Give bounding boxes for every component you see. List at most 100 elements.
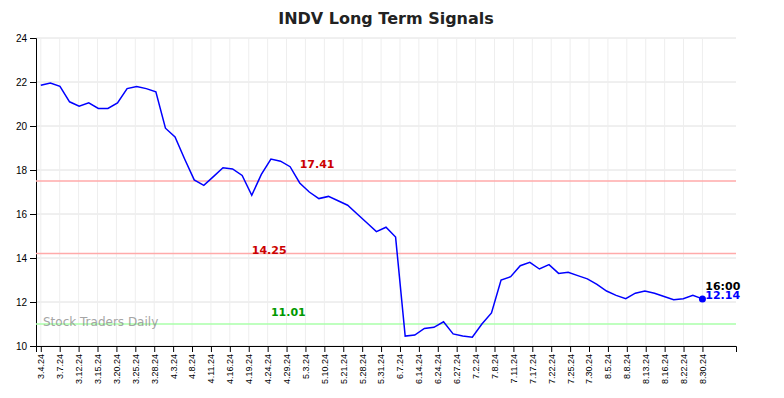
x-tick-label: 8.5.24: [603, 354, 613, 379]
grid-line-x: [286, 38, 287, 346]
x-tick: 8.13.24: [641, 346, 651, 384]
y-axis-line: [30, 39, 37, 347]
x-tick-label: 7.11.24: [509, 354, 519, 383]
y-tick-mark: [30, 126, 36, 127]
x-tick-label: 3.12.24: [74, 354, 84, 384]
x-tick: 6.7.24: [395, 346, 405, 379]
x-tick-mark: [532, 346, 533, 352]
x-tick-mark: [173, 346, 174, 352]
x-tick-label: 5.21.24: [339, 354, 349, 384]
x-tick-mark: [589, 346, 590, 352]
horizontal-line: [36, 180, 736, 182]
x-tick: 4.3.24: [169, 346, 179, 379]
x-tick-mark: [305, 346, 306, 352]
y-tick-mark: [30, 82, 36, 83]
x-tick: 5.28.24: [358, 346, 368, 384]
x-tick-label: 4.16.24: [225, 354, 235, 384]
y-tick: 10: [16, 341, 36, 352]
grid-line-x: [59, 38, 60, 346]
x-tick-label: 4.19.24: [244, 354, 254, 384]
x-tick-mark: [230, 346, 231, 352]
annotations: 17.4114.2511.0116:0012.14: [252, 158, 741, 319]
x-tick: 5.10.24: [320, 346, 330, 384]
x-tick-label: 7.25.24: [565, 354, 575, 384]
watermark: Stock Traders Daily: [43, 315, 158, 329]
x-tick-label: 8.30.24: [698, 354, 708, 384]
grid-line-x: [229, 38, 230, 346]
grid-line-x: [173, 38, 174, 346]
y-tick-mark: [30, 258, 36, 259]
x-tick: 3.7.24: [55, 346, 65, 379]
grid-line-x: [97, 38, 98, 346]
y-tick: 14: [16, 253, 36, 264]
y-tick-label: 18: [16, 165, 28, 176]
horizontal-line: [36, 253, 736, 255]
x-tick-mark: [116, 346, 117, 352]
x-tick-label: 7.22.24: [547, 354, 557, 384]
x-tick-label: 7.8.24: [490, 354, 500, 379]
x-tick: 3.20.24: [112, 346, 122, 384]
x-tick-mark: [513, 346, 514, 352]
y-tick: 18: [16, 165, 36, 176]
chart: 3.4.24 3.7.24 3.12.24 3.15.24 3.20.24 3.25.24…: [0, 0, 784, 398]
x-tick-label: 5.10.24: [320, 354, 330, 384]
annotation: 11.01: [271, 306, 306, 319]
grid-line-x: [607, 38, 608, 346]
title: INDV Long Term Signals: [278, 9, 494, 28]
x-tick-mark: [154, 346, 155, 352]
plot-area: [36, 83, 736, 337]
x-tick: 7.22.24: [547, 346, 557, 384]
x-tick: 3.25.24: [131, 346, 141, 384]
grid-line-x: [589, 38, 590, 346]
y-tick-label: 10: [16, 341, 28, 352]
grid-line-x: [324, 38, 325, 346]
grid-line-x: [248, 38, 249, 346]
grid-line-x: [192, 38, 193, 346]
x-tick-mark: [476, 346, 477, 352]
x-tick: 6.27.24: [452, 346, 462, 384]
x-tick: 3.12.24: [74, 346, 84, 384]
grid-line-x: [626, 38, 627, 346]
x-tick: 5.31.24: [376, 346, 386, 384]
x-tick: 3.4.24: [36, 346, 46, 379]
y-tick-mark: [30, 170, 36, 171]
x-tick-label: 8.16.24: [660, 354, 670, 384]
x-tick-label: 3.7.24: [55, 354, 65, 379]
grid-line-x: [513, 38, 514, 346]
x-tick-label: 5.3.24: [301, 354, 311, 379]
y-tick-mark: [30, 38, 36, 39]
x-axis-line: [37, 347, 737, 353]
grid-line-y: [36, 38, 736, 39]
x-tick-label: 4.24.24: [263, 354, 273, 384]
x-tick-label: 3.15.24: [93, 354, 103, 384]
grid-line-x: [456, 38, 457, 346]
x-tick: 7.8.24: [490, 346, 500, 379]
x-tick-label: 6.24.24: [433, 354, 443, 384]
grid-line-x: [437, 38, 438, 346]
grid-line-x: [645, 38, 646, 346]
x-tick: 4.16.24: [225, 346, 235, 384]
x-tick: 3.15.24: [93, 346, 103, 384]
grid-line-x: [664, 38, 665, 346]
x-tick-mark: [41, 346, 42, 352]
x-tick: 3.28.24: [150, 346, 160, 384]
grid-line-x: [135, 38, 136, 346]
y-tick-label: 12: [16, 297, 28, 308]
grid-line-x: [381, 38, 382, 346]
grid-line-x: [305, 38, 306, 346]
x-tick: 5.3.24: [301, 346, 311, 379]
x-tick: 6.14.24: [414, 346, 424, 384]
x-tick-label: 8.8.24: [622, 354, 632, 379]
grid-line-x: [362, 38, 363, 346]
x-tick-mark: [646, 346, 647, 352]
grid-line-x: [343, 38, 344, 346]
annotation: 14.25: [252, 244, 287, 257]
x-tick-label: 3.20.24: [112, 354, 122, 384]
y-tick-label: 22: [16, 77, 28, 88]
x-tick-mark: [400, 346, 401, 352]
x-tick-mark: [570, 346, 571, 352]
x-tick-mark: [362, 346, 363, 352]
x-tick-label: 3.4.24: [36, 354, 46, 379]
x-tick: 8.8.24: [622, 346, 632, 379]
grid-line-x: [683, 38, 684, 346]
